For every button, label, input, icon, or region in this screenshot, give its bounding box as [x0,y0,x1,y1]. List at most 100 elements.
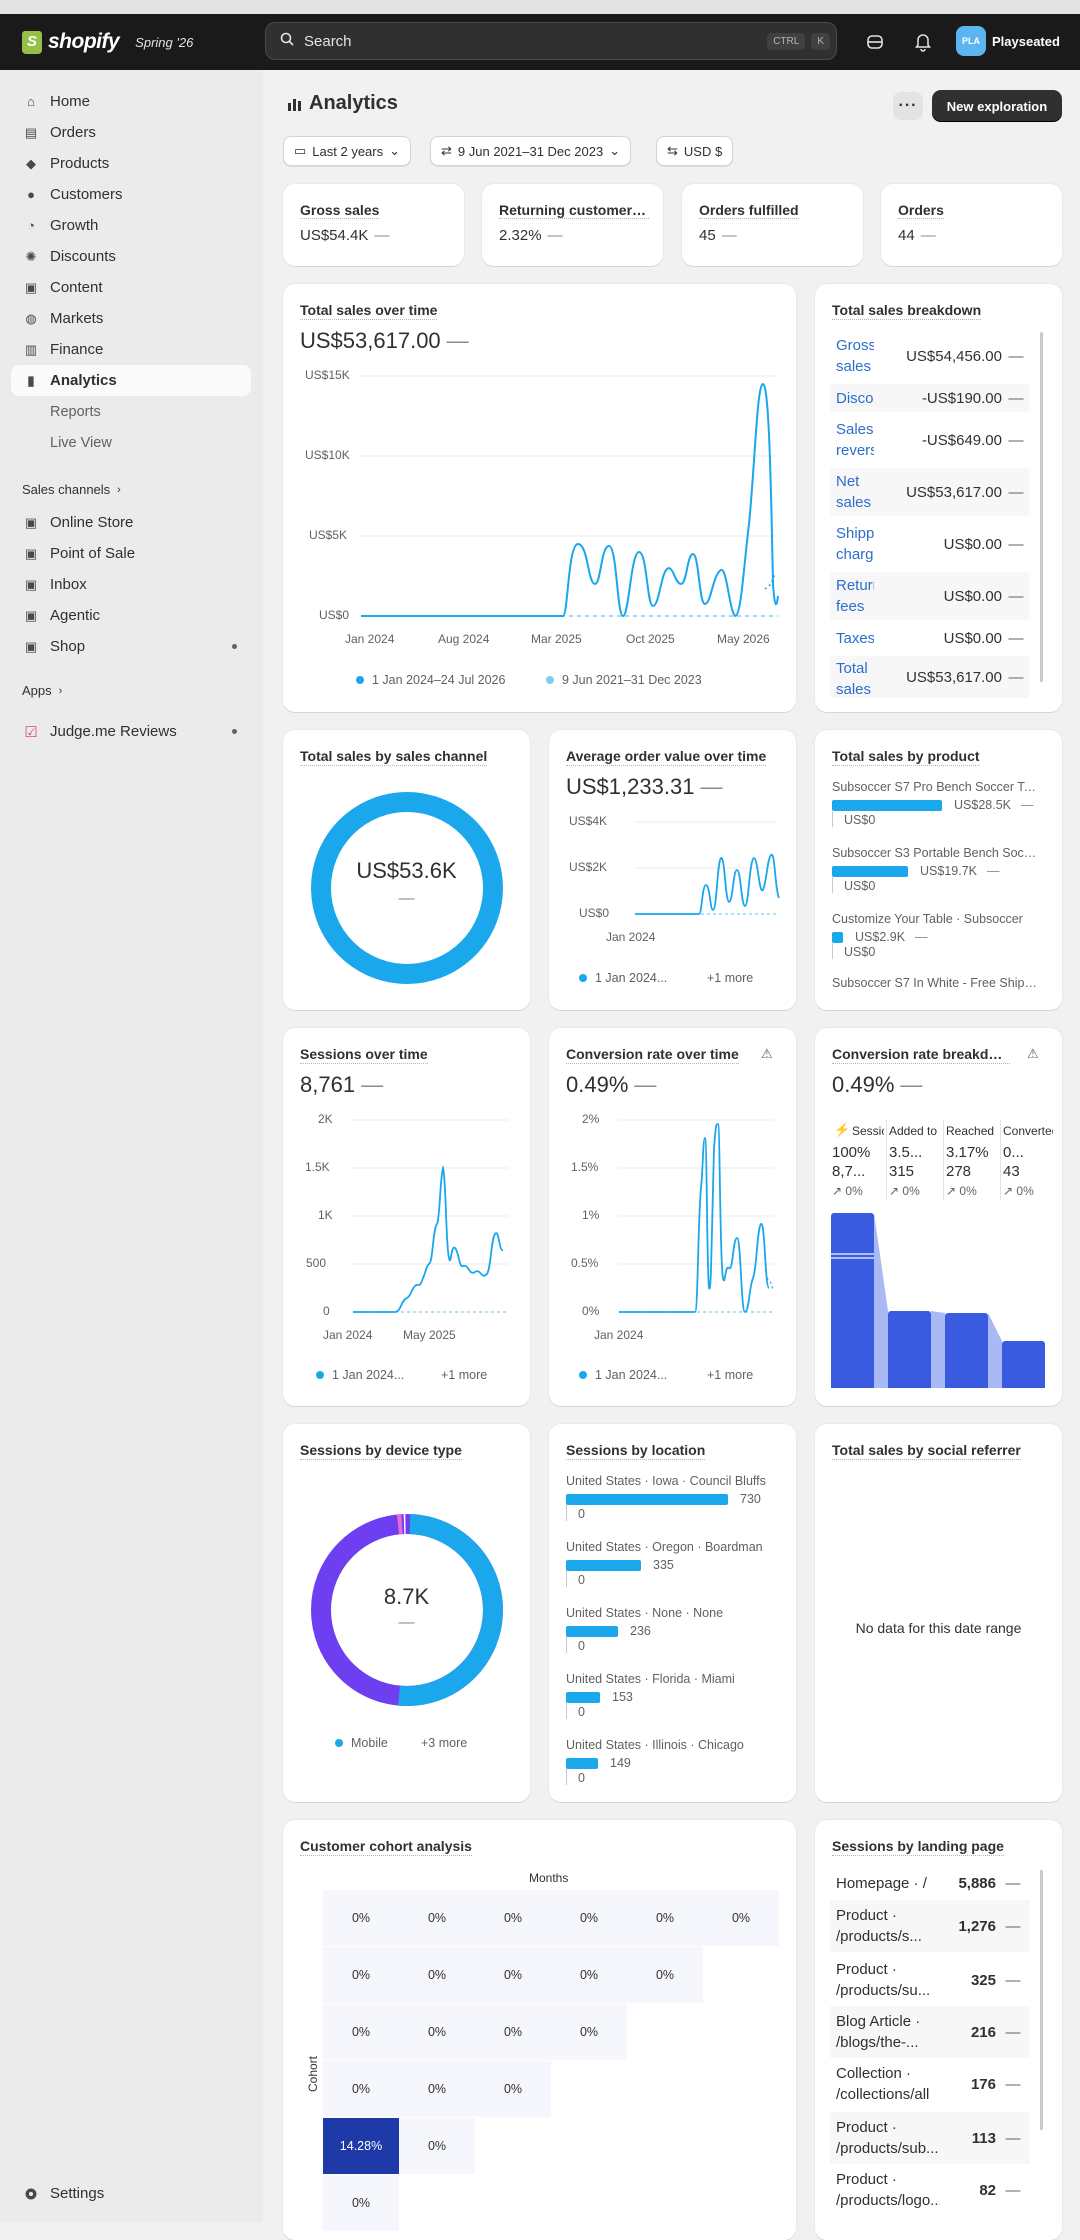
funnel-bar[interactable] [888,1311,931,1388]
compare-filter[interactable]: ⇄ 9 Jun 2021–31 Dec 2023 ⌄ [430,136,632,166]
product-name[interactable]: Customize Your Table · Subsoccer [832,912,1023,926]
legend-primary[interactable]: 1 Jan 2024... [579,1368,667,1382]
bell-icon[interactable] [909,28,937,56]
cohort-cell[interactable]: 0% [475,2061,551,2117]
sidekick-icon[interactable] [861,28,889,56]
conversion-card[interactable]: Conversion rate over time ⚠ 0.49% — 2% 1.… [549,1028,796,1406]
breakdown-label[interactable]: Net sales [836,473,872,511]
legend-more[interactable]: +3 more [421,1736,468,1750]
product-name[interactable]: Subsoccer S3 Portable Bench Soccer Table [832,846,1037,860]
funnel-bar[interactable] [945,1313,988,1388]
sessions-by-device-card[interactable]: Sessions by device type 8.7K — Mobile +3… [283,1424,530,1802]
landing-row[interactable]: Homepage · / 5,886 — [830,1868,1030,1898]
funnel-bar[interactable] [831,1213,874,1388]
legend-more[interactable]: +1 more [441,1368,488,1382]
sidebar-item-markets[interactable]: ◍ Markets [11,303,251,334]
cohort-cell[interactable]: 0% [399,1947,475,2003]
landing-row[interactable]: Product · /products/sub... 113 — [830,2112,1030,2164]
legend-more[interactable]: +1 more [707,1368,754,1382]
cohort-cell[interactable]: 0% [475,1947,551,2003]
apps-header[interactable]: Apps › [22,683,62,698]
kpi-card[interactable]: Orders 44 — [881,184,1062,266]
breakdown-row[interactable]: Return fees US$0.00 — [830,572,1030,620]
breakdown-label[interactable]: Gross sales [836,337,874,375]
store-menu[interactable]: PLA Playseated [956,26,1060,56]
cohort-cell[interactable]: 0% [323,2004,399,2060]
sales-by-product-card[interactable]: Total sales by product Subsoccer S7 Pro … [815,730,1062,1010]
landing-row[interactable]: Product · /products/su... 325 — [830,1954,1030,2006]
breakdown-row[interactable]: Shipping charges US$0.00 — [830,520,1030,568]
sidebar-item-agentic[interactable]: ▣ Agentic [11,600,251,631]
location-name[interactable]: United States · None · None [566,1606,724,1620]
landing-label[interactable]: Product · /products/logo... [836,2171,940,2209]
sidebar-item-live-view[interactable]: Live View [11,427,251,458]
social-referrer-card[interactable]: Total sales by social referrer No data f… [815,1424,1062,1802]
sidebar-item-growth[interactable]: ◔ Growth [11,210,251,241]
cohort-cell[interactable]: 0% [703,1890,779,1946]
cohort-cell[interactable]: 14.28% [323,2118,399,2174]
breakdown-row[interactable]: Total sales US$53,617.00 — [830,656,1030,698]
sidebar-item-content[interactable]: ▣ Content [11,272,251,303]
legend-compare[interactable]: 9 Jun 2021–31 Dec 2023 [546,673,702,687]
landing-label[interactable]: Homepage · / [836,1874,927,1892]
legend-more[interactable]: +1 more [707,971,754,985]
breakdown-label[interactable]: Sales reversals [836,421,874,459]
cohort-cell[interactable]: 0% [399,2118,475,2174]
new-exploration-button[interactable]: New exploration [932,90,1062,122]
sidebar-item-orders[interactable]: ▤ Orders [11,117,251,148]
breakdown-row[interactable]: Taxes US$0.00 — [830,624,1030,652]
legend-primary[interactable]: 1 Jan 2024–24 Jul 2026 [356,673,505,687]
sessions-by-location-card[interactable]: Sessions by location United States · Iow… [549,1424,796,1802]
sidebar-item-customers[interactable]: ● Customers [11,179,251,210]
kpi-card[interactable]: Returning customer rate 2.32% — [482,184,663,266]
cohort-cell[interactable]: 0% [399,1890,475,1946]
sidebar-item-discounts[interactable]: ✺ Discounts [11,241,251,272]
cohort-cell[interactable]: 0% [551,2004,627,2060]
warning-icon[interactable]: ⚠ [761,1046,773,1061]
aov-card[interactable]: Average order value over time US$1,233.3… [549,730,796,1010]
sidebar-item-judgeme[interactable]: ☑ Judge.me Reviews [11,716,251,747]
cohort-cell[interactable]: 0% [323,1947,399,2003]
cohort-cell[interactable]: 0% [399,2004,475,2060]
legend-primary[interactable]: 1 Jan 2024... [316,1368,404,1382]
scrollbar[interactable] [1040,1870,1043,2130]
search-input[interactable]: Search CTRL K [265,22,837,60]
funnel-bar[interactable] [1002,1341,1045,1388]
breakdown-label[interactable]: Return fees [836,577,874,615]
location-name[interactable]: United States · Illinois · Chicago [566,1738,744,1752]
sidebar-item-finance[interactable]: ▥ Finance [11,334,251,365]
breakdown-row[interactable]: Net sales US$53,617.00 — [830,468,1030,516]
sidebar-item-home[interactable]: ⌂ Home [11,86,251,117]
sidebar-item-point-of-sale[interactable]: ▣ Point of Sale [11,538,251,569]
landing-label[interactable]: Product · /products/s... [836,1907,922,1945]
product-name[interactable]: Subsoccer S7 In White - Free Shipping [832,976,1037,990]
sessions-card[interactable]: Sessions over time 8,761— 2K 1.5K 1K 500… [283,1028,530,1406]
landing-label[interactable]: Product · /products/sub... [836,2119,939,2157]
landing-row[interactable]: Product · /products/s... 1,276 — [830,1900,1030,1952]
sidebar-item-settings[interactable]: Settings [11,2178,251,2209]
total-sales-card[interactable]: Total sales over time US$53,617.00— US$1… [283,284,796,712]
landing-row[interactable]: Collection · /collections/all 176 — [830,2058,1030,2110]
cohort-cell[interactable]: 0% [551,1947,627,2003]
warning-icon[interactable]: ⚠ [1027,1046,1039,1061]
cohort-cell[interactable]: 0% [551,1890,627,1946]
kpi-card[interactable]: Gross sales US$54.4K — [283,184,464,266]
landing-label[interactable]: Product · /products/su... [836,1961,931,1999]
location-name[interactable]: United States · Oregon · Boardman [566,1540,763,1554]
cohort-cell[interactable]: 0% [475,2004,551,2060]
sidebar-item-products[interactable]: ◆ Products [11,148,251,179]
landing-row[interactable]: Blog Article · /blogs/the-... 216 — [830,2006,1030,2058]
date-range-filter[interactable]: ▭ Last 2 years ⌄ [283,136,412,166]
kpi-card[interactable]: Orders fulfilled 45 — [682,184,863,266]
sidebar-item-reports[interactable]: Reports [11,396,251,427]
breakdown-label[interactable]: Shipping charges [836,525,874,563]
cohort-card[interactable]: Customer cohort analysis Months Cohort 0… [283,1820,796,2240]
sidebar-item-online-store[interactable]: ▣ Online Store [11,507,251,538]
landing-page-card[interactable]: Sessions by landing page Homepage · / 5,8… [815,1820,1062,2240]
conversion-breakdown-card[interactable]: Conversion rate breakdown ⚠ 0.49% — Sessi… [815,1028,1062,1406]
scrollbar[interactable] [1040,332,1043,682]
legend-primary[interactable]: 1 Jan 2024... [579,971,667,985]
breakdown-row[interactable]: Discounts -US$190.00 — [830,384,1030,412]
sales-by-channel-card[interactable]: Total sales by sales channel US$53.6K — [283,730,530,1010]
landing-label[interactable]: Collection · /collections/all [836,2065,930,2103]
